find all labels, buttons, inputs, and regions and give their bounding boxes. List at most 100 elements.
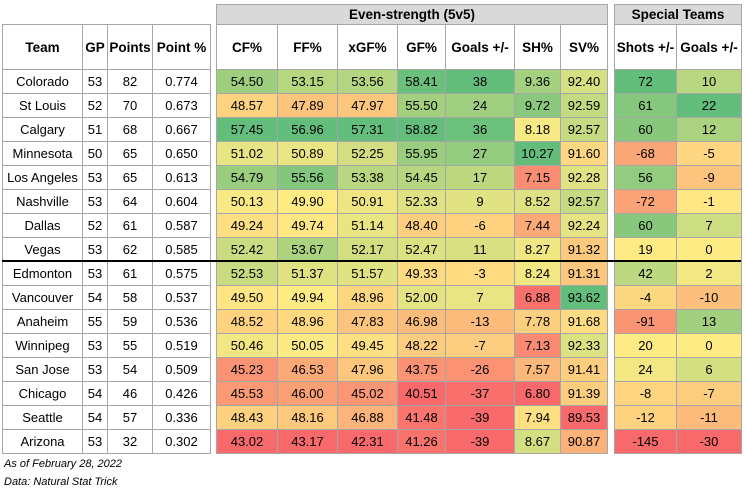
stat-cell: 46.00 bbox=[277, 381, 338, 406]
stat-cell: 48.57 bbox=[216, 93, 278, 118]
stat-cell: 50.46 bbox=[216, 333, 278, 358]
team-name: San Jose bbox=[2, 357, 83, 382]
stat-cell: 72 bbox=[614, 69, 677, 94]
team-name: Dallas bbox=[2, 213, 83, 238]
stat-cell: 41.26 bbox=[397, 429, 446, 454]
stat-cell: 53 bbox=[82, 237, 108, 262]
stat-cell: 6.80 bbox=[514, 381, 561, 406]
stat-cell: 7 bbox=[676, 213, 742, 238]
stat-cell: 6.88 bbox=[514, 285, 561, 310]
stat-cell: 48.52 bbox=[216, 309, 278, 334]
stat-cell: 92.57 bbox=[560, 189, 608, 214]
stat-cell: 91.41 bbox=[560, 357, 608, 382]
stat-cell: 60 bbox=[614, 117, 677, 142]
stat-cell: 58.82 bbox=[397, 117, 446, 142]
group-header: Special Teams bbox=[614, 4, 742, 25]
team-name: Nashville bbox=[2, 189, 83, 214]
stat-cell: 89.53 bbox=[560, 405, 608, 430]
stat-cell: 40.51 bbox=[397, 381, 446, 406]
stat-cell: 12 bbox=[676, 117, 742, 142]
stat-cell: 54 bbox=[82, 285, 108, 310]
stat-cell: 48.43 bbox=[216, 405, 278, 430]
stat-cell: 0.613 bbox=[152, 165, 211, 190]
stat-cell: 54.79 bbox=[216, 165, 278, 190]
stat-cell: 27 bbox=[445, 141, 515, 166]
stat-cell: 9.36 bbox=[514, 69, 561, 94]
stat-cell: 45.23 bbox=[216, 357, 278, 382]
stat-cell: 52.47 bbox=[397, 237, 446, 262]
stat-cell: 54 bbox=[107, 357, 153, 382]
footnote: Data: Natural Stat Trick bbox=[4, 476, 118, 488]
stat-cell: 52.53 bbox=[216, 261, 278, 286]
stat-cell: -37 bbox=[445, 381, 515, 406]
stat-cell: -39 bbox=[445, 405, 515, 430]
stat-cell: 91.68 bbox=[560, 309, 608, 334]
stat-cell: 61 bbox=[614, 93, 677, 118]
stat-cell: 92.28 bbox=[560, 165, 608, 190]
stat-cell: 70 bbox=[107, 93, 153, 118]
stat-cell: 55.95 bbox=[397, 141, 446, 166]
stat-cell: 47.89 bbox=[277, 93, 338, 118]
stat-cell: 7.57 bbox=[514, 357, 561, 382]
stat-cell: 49.24 bbox=[216, 213, 278, 238]
stat-cell: 53 bbox=[82, 357, 108, 382]
stat-cell: 7.78 bbox=[514, 309, 561, 334]
stat-cell: 62 bbox=[107, 237, 153, 262]
stat-cell: 54.50 bbox=[216, 69, 278, 94]
stat-cell: 0.650 bbox=[152, 141, 211, 166]
stat-cell: 0.536 bbox=[152, 309, 211, 334]
stat-cell: 49.33 bbox=[397, 261, 446, 286]
column-header: xGF% bbox=[337, 24, 398, 70]
stat-cell: 32 bbox=[107, 429, 153, 454]
team-name: St Louis bbox=[2, 93, 83, 118]
column-header: SH% bbox=[514, 24, 561, 70]
stat-cell: 0 bbox=[676, 333, 742, 358]
stat-cell: 45.02 bbox=[337, 381, 398, 406]
stat-cell: 64 bbox=[107, 189, 153, 214]
team-name: Anaheim bbox=[2, 309, 83, 334]
stat-cell: 17 bbox=[445, 165, 515, 190]
stat-cell: 24 bbox=[614, 357, 677, 382]
team-name: Winnipeg bbox=[2, 333, 83, 358]
stat-cell: 50.05 bbox=[277, 333, 338, 358]
stat-cell: 42 bbox=[614, 261, 677, 286]
stat-cell: 20 bbox=[614, 333, 677, 358]
stat-cell: 49.50 bbox=[216, 285, 278, 310]
stat-cell: 53 bbox=[82, 429, 108, 454]
team-name: Chicago bbox=[2, 381, 83, 406]
stat-cell: 49.90 bbox=[277, 189, 338, 214]
stat-cell: -12 bbox=[614, 405, 677, 430]
stat-cell: 9 bbox=[445, 189, 515, 214]
stat-cell: 0.587 bbox=[152, 213, 211, 238]
stat-cell: 51.02 bbox=[216, 141, 278, 166]
column-header: FF% bbox=[277, 24, 338, 70]
stat-cell: 53 bbox=[82, 165, 108, 190]
stat-cell: 48.40 bbox=[397, 213, 446, 238]
stat-cell: 52.17 bbox=[337, 237, 398, 262]
team-name: Arizona bbox=[2, 429, 83, 454]
stat-cell: -72 bbox=[614, 189, 677, 214]
stat-cell: 54 bbox=[82, 405, 108, 430]
stat-cell: -68 bbox=[614, 141, 677, 166]
stat-cell: -3 bbox=[445, 261, 515, 286]
stat-cell: 10 bbox=[676, 69, 742, 94]
stat-cell: 52.00 bbox=[397, 285, 446, 310]
stat-cell: 46 bbox=[107, 381, 153, 406]
stat-cell: 53.15 bbox=[277, 69, 338, 94]
stat-cell: 55.56 bbox=[277, 165, 338, 190]
stat-cell: 57.45 bbox=[216, 117, 278, 142]
stat-cell: 56.96 bbox=[277, 117, 338, 142]
stat-cell: -6 bbox=[445, 213, 515, 238]
stat-cell: 59 bbox=[107, 309, 153, 334]
stat-cell: 56 bbox=[614, 165, 677, 190]
stat-cell: 57.31 bbox=[337, 117, 398, 142]
stat-cell: 60 bbox=[614, 213, 677, 238]
stat-cell: 53 bbox=[82, 69, 108, 94]
stat-cell: 90.87 bbox=[560, 429, 608, 454]
stat-cell: 0.509 bbox=[152, 357, 211, 382]
stat-cell: 48.16 bbox=[277, 405, 338, 430]
stat-cell: 7.13 bbox=[514, 333, 561, 358]
stat-cell: 47.83 bbox=[337, 309, 398, 334]
stat-cell: 51.57 bbox=[337, 261, 398, 286]
